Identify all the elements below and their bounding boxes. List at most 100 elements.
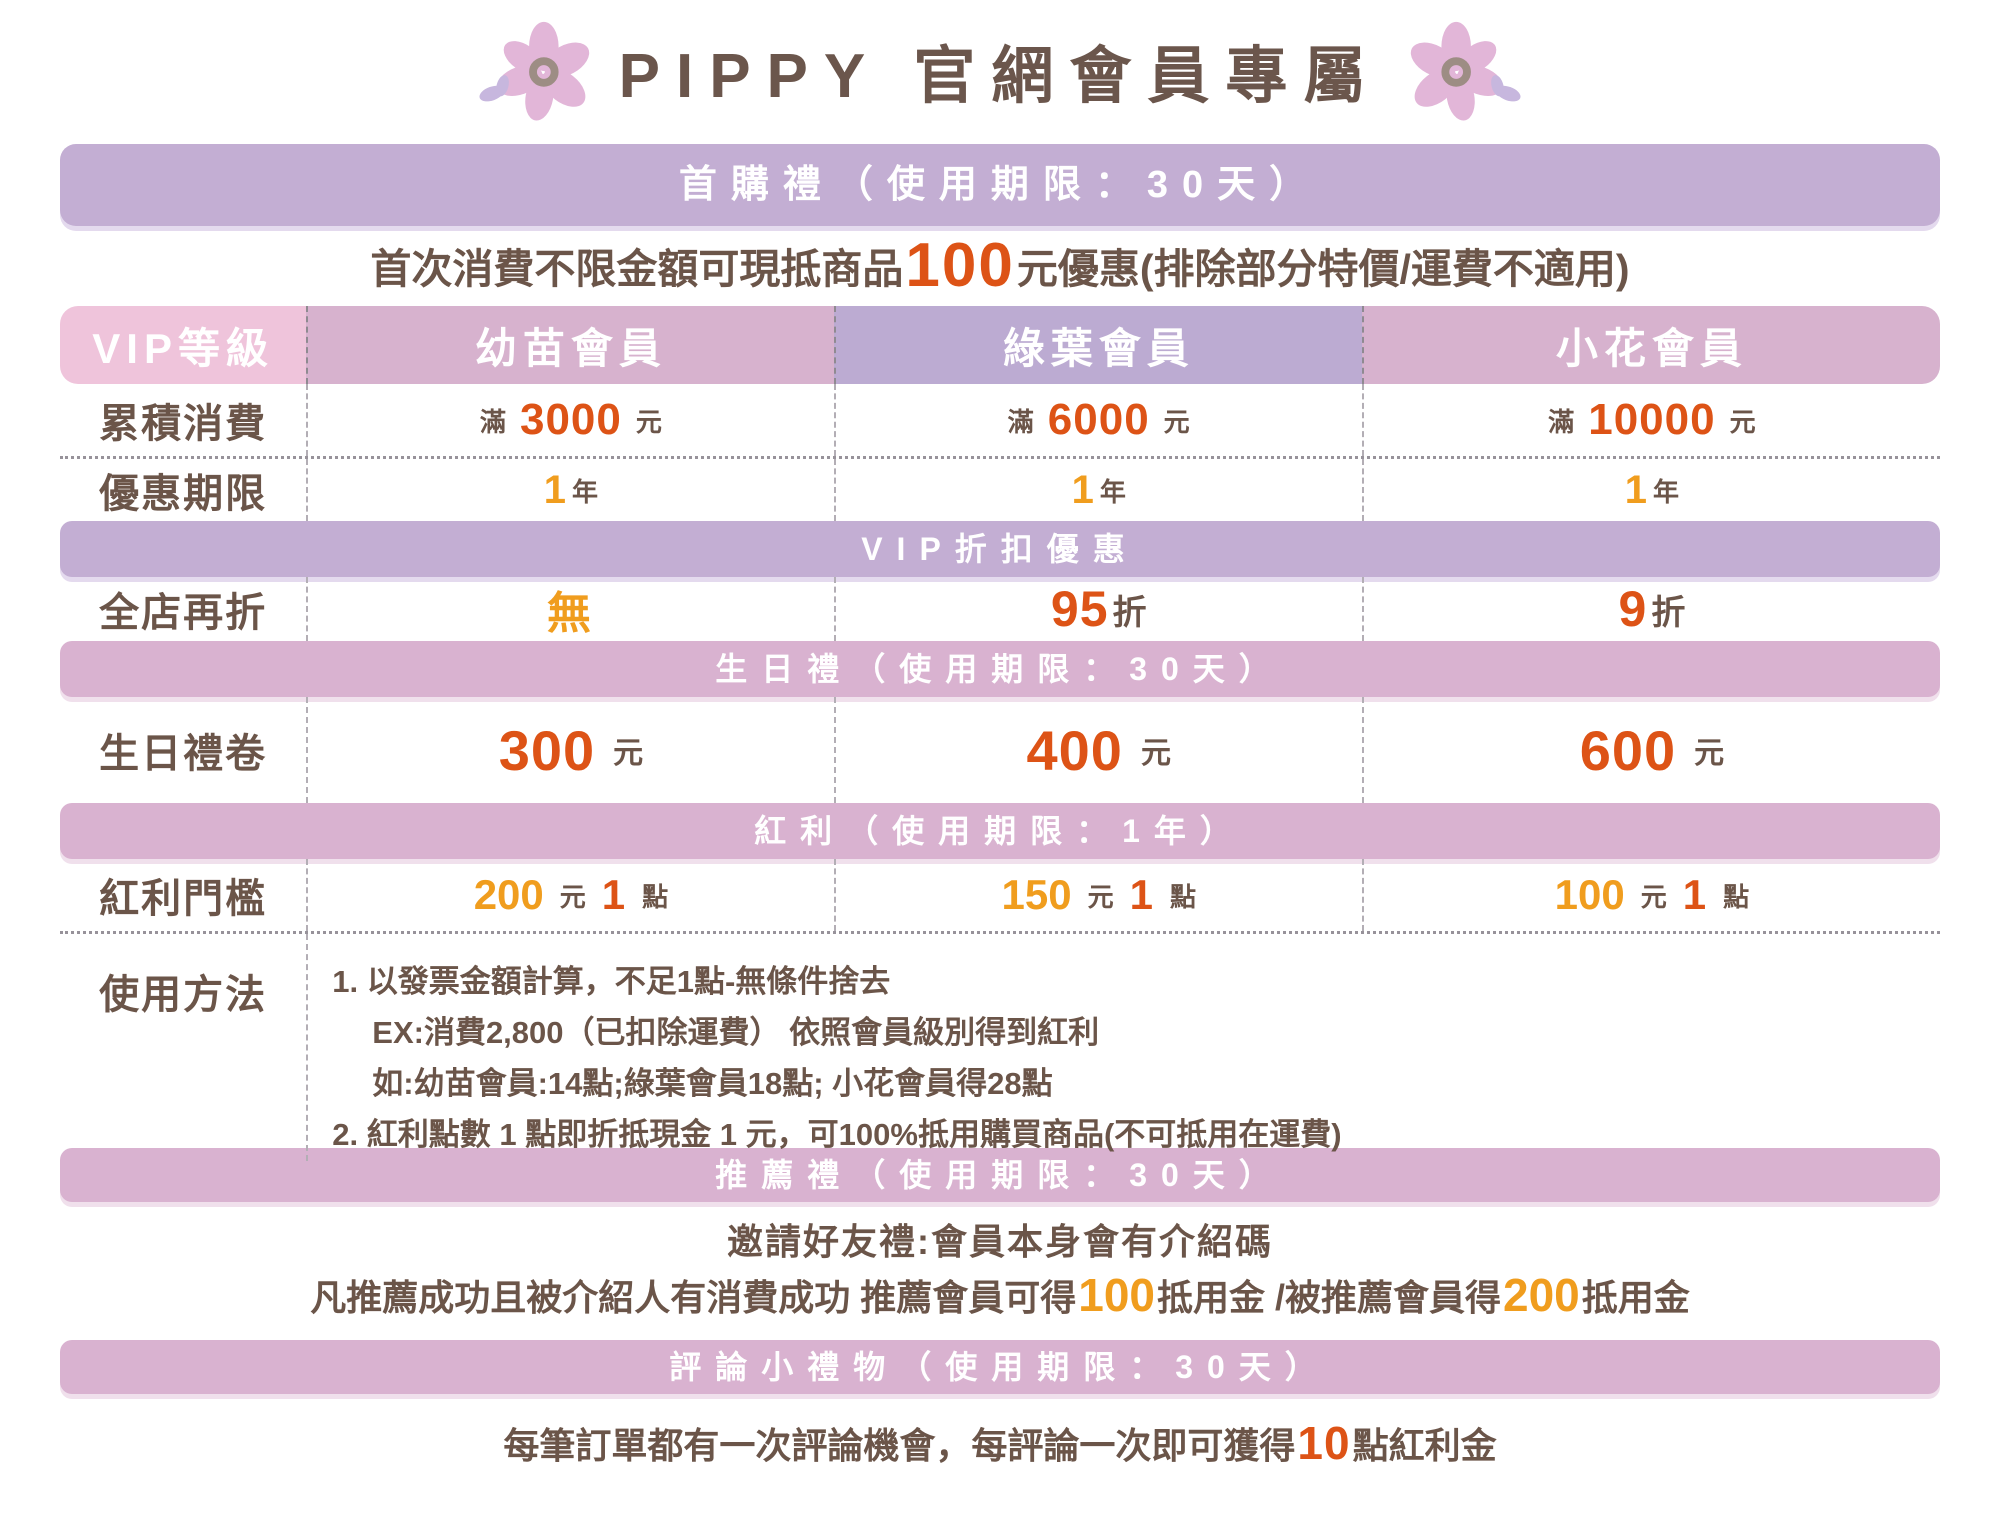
- value: 3000: [519, 395, 622, 444]
- value: 100: [1554, 871, 1625, 918]
- unit2: 點: [1169, 881, 1196, 912]
- row-label: 全店再折: [99, 591, 268, 635]
- value: 10000: [1588, 395, 1716, 444]
- discount-cell: 無: [306, 577, 833, 641]
- header-flower-member: 小花會員: [1361, 306, 1940, 384]
- value: 600: [1579, 718, 1677, 782]
- referral-invite-text: 邀請好友禮:會員本身會有介紹碼: [727, 1221, 1273, 1262]
- prefix: 滿: [1007, 406, 1034, 437]
- unit: 折: [1112, 593, 1147, 632]
- value2: 1: [601, 871, 627, 918]
- row-bonus-threshold: 紅利門檻 200 元 1 點 150 元 1 點 100 元 1 點: [60, 859, 1940, 931]
- note-amount: 100: [905, 230, 1015, 300]
- period-cell: 1 年: [833, 459, 1362, 521]
- value: 300: [498, 718, 596, 782]
- membership-infographic: PIPPY 官網會員專屬 首購禮（使用期限：30天） 首次消費不限金額可現抵商品…: [0, 21, 2000, 1469]
- value: 1: [1071, 467, 1094, 512]
- value: 無: [546, 589, 595, 638]
- review-amount: 10: [1297, 1417, 1351, 1469]
- unit: 元: [1640, 881, 1667, 912]
- review-pre: 每筆訂單都有一次評論機會，每評論一次即可獲得: [503, 1425, 1296, 1466]
- unit2: 點: [642, 881, 669, 912]
- unit: 元: [1140, 737, 1171, 770]
- flower-icon: [479, 21, 589, 121]
- value: 9: [1618, 581, 1648, 637]
- accumulate-cell: 滿 10000 元: [1361, 384, 1940, 456]
- unit: 元: [613, 737, 644, 770]
- row-accumulated-spend: 累積消費 滿 3000 元 滿 6000 元 滿 10000 元: [60, 384, 1940, 456]
- value2: 1: [1682, 871, 1708, 918]
- row-label: 優惠期限: [99, 472, 268, 516]
- review-reward-line: 每筆訂單都有一次評論機會，每評論一次即可獲得 10 點紅利金: [60, 1417, 1940, 1469]
- review-post: 點紅利金: [1352, 1425, 1497, 1466]
- period-cell: 1 年: [306, 459, 833, 521]
- unit: 年: [1099, 476, 1126, 507]
- value: 200: [473, 871, 544, 918]
- usage-line: 1. 以發票金額計算，不足1點-無條件捨去: [332, 964, 891, 999]
- referral-invite-line: 邀請好友禮:會員本身會有介紹碼: [60, 1218, 1940, 1262]
- discount-cell: 95 折: [833, 577, 1362, 641]
- referral-mid: 抵用金 /被推薦會員得: [1156, 1277, 1501, 1318]
- birthday-cell: 400 元: [833, 697, 1362, 803]
- row-birthday-voucher: 生日禮卷 300 元 400 元 600 元: [60, 697, 1940, 803]
- row-label: 紅利門檻: [99, 877, 268, 921]
- threshold-cell: 100 元 1 點: [1361, 859, 1940, 931]
- unit: 折: [1651, 593, 1686, 632]
- note-post: 元優惠(排除部分特價/運費不適用): [1016, 246, 1630, 292]
- accumulate-cell: 滿 6000 元: [833, 384, 1362, 456]
- referral-pre: 凡推薦成功且被介紹人有消費成功 推薦會員可得: [310, 1277, 1077, 1318]
- unit: 元: [1163, 406, 1190, 437]
- threshold-cell: 150 元 1 點: [833, 859, 1362, 931]
- row-benefit-period: 優惠期限 1 年 1 年 1 年: [60, 456, 1940, 521]
- value2: 1: [1129, 871, 1154, 918]
- unit: 元: [559, 881, 586, 912]
- birthday-cell: 300 元: [306, 697, 833, 803]
- value: 95: [1050, 581, 1109, 637]
- unit: 元: [635, 406, 662, 437]
- header-vip-level: VIP等級: [60, 306, 307, 384]
- vip-table-header: VIP等級 幼苗會員 綠葉會員 小花會員: [60, 306, 1940, 384]
- unit: 元: [1729, 406, 1756, 437]
- usage-line: EX:消費2,800（已扣除運費） 依照會員級別得到紅利: [372, 1015, 1100, 1051]
- unit: 元: [1087, 881, 1114, 912]
- unit: 年: [1653, 476, 1680, 507]
- note-pre: 首次消費不限金額可現抵商品: [370, 246, 904, 292]
- birthday-cell: 600 元: [1361, 697, 1940, 803]
- unit2: 點: [1723, 881, 1750, 912]
- header-greenleaf-member: 綠葉會員: [833, 306, 1362, 384]
- period-cell: 1 年: [1361, 459, 1940, 521]
- referral-amount-2: 200: [1503, 1269, 1580, 1321]
- usage-line: 如:幼苗會員:14點;綠葉會員18點; 小花會員得28點: [372, 1066, 1053, 1102]
- referral-amount-1: 100: [1078, 1269, 1155, 1321]
- value: 150: [1001, 871, 1072, 918]
- referral-gift-banner: 推薦禮（使用期限：30天）: [60, 1148, 1940, 1202]
- accumulate-cell: 滿 3000 元: [306, 384, 833, 456]
- discount-cell: 9 折: [1361, 577, 1940, 641]
- row-label: 累積消費: [99, 402, 268, 446]
- first-purchase-note: 首次消費不限金額可現抵商品 100 元優惠(排除部分特價/運費不適用): [60, 226, 1940, 304]
- flower-icon: [1411, 21, 1521, 121]
- review-gift-banner: 評論小禮物（使用期限：30天）: [60, 1340, 1940, 1394]
- value: 1: [543, 467, 567, 512]
- row-label: 使用方法: [99, 973, 268, 1017]
- prefix: 滿: [1548, 406, 1575, 437]
- row-store-discount: 全店再折 無 95 折 9 折: [60, 577, 1940, 641]
- row-label: 生日禮卷: [99, 732, 268, 776]
- value: 6000: [1047, 395, 1150, 444]
- value: 1: [1624, 467, 1648, 512]
- first-purchase-banner: 首購禮（使用期限：30天）: [60, 144, 1940, 226]
- unit: 年: [572, 476, 599, 507]
- title-row: PIPPY 官網會員專屬: [60, 21, 1940, 121]
- prefix: 滿: [479, 406, 506, 437]
- header-seedling-member: 幼苗會員: [306, 306, 834, 384]
- referral-post: 抵用金: [1581, 1277, 1690, 1318]
- threshold-cell: 200 元 1 點: [306, 859, 833, 931]
- row-usage-method: 使用方法 1. 以發票金額計算，不足1點-無條件捨去 EX:消費2,800（已扣…: [60, 931, 1940, 1161]
- unit: 元: [1694, 737, 1725, 770]
- page-title: PIPPY 官網會員專屬: [618, 42, 1382, 111]
- vip-discount-banner: VIP折扣優惠: [60, 521, 1940, 577]
- usage-instructions: 1. 以發票金額計算，不足1點-無條件捨去 EX:消費2,800（已扣除運費） …: [306, 934, 1940, 1161]
- usage-line: 2. 紅利點數 1 點即折抵現金 1 元，可100%抵用購買商品(不可抵用在運費…: [332, 1117, 1342, 1153]
- birthday-gift-banner: 生日禮（使用期限：30天）: [60, 641, 1940, 697]
- value: 400: [1026, 718, 1123, 782]
